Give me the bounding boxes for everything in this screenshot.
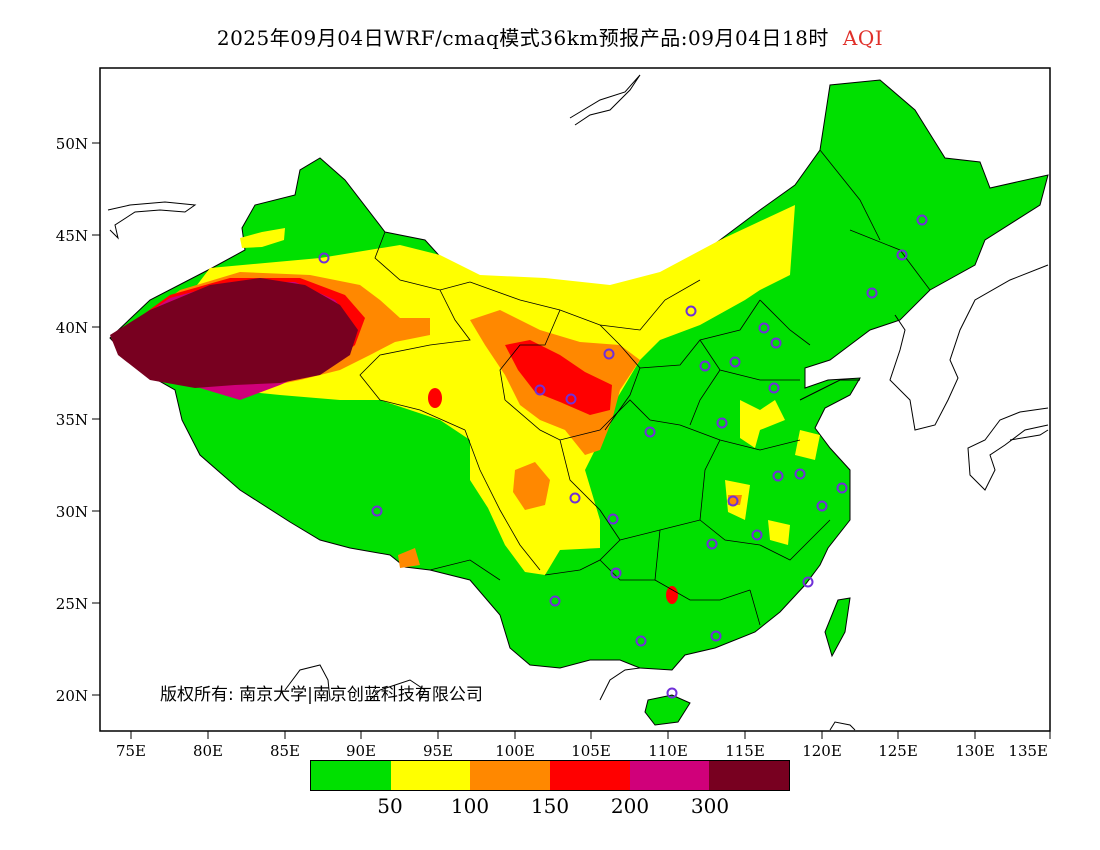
legend-swatch	[550, 761, 630, 790]
lat-axis	[92, 142, 100, 696]
coastlines	[107, 74, 1049, 731]
lat-label: 45N	[56, 227, 88, 245]
lon-axis	[130, 731, 1051, 739]
lon-label: 115E	[725, 742, 765, 760]
yellow-patch-northwest	[240, 228, 285, 248]
lon-label: 75E	[116, 742, 146, 760]
map-title: 2025年09月04日WRF/cmaq模式36km预报产品:09月04日18时 A…	[0, 22, 1100, 51]
yellow-patch-east2	[795, 430, 820, 460]
province-borders	[359, 149, 931, 626]
lon-label: 80E	[193, 742, 223, 760]
orange-patch-tibet	[398, 548, 420, 568]
lon-label: 90E	[346, 742, 376, 760]
legend-swatch	[709, 761, 790, 790]
copyright-text: 版权所有: 南京大学|南京创蓝科技有限公司	[160, 685, 483, 705]
lat-label: 30N	[56, 503, 88, 521]
taiwan-island	[824, 597, 851, 658]
map-frame	[99, 67, 1051, 732]
lon-label: 100E	[495, 742, 535, 760]
hainan-island	[644, 694, 691, 726]
lon-label: 120E	[802, 742, 842, 760]
lat-label: 20N	[56, 687, 88, 705]
legend-label: 100	[450, 794, 490, 818]
legend-swatch	[629, 761, 710, 790]
title-variable: AQI	[842, 26, 884, 50]
red-band-loess	[505, 340, 612, 415]
lon-label: 105E	[571, 742, 611, 760]
lon-label: 135E	[1008, 742, 1048, 760]
lon-label: 95E	[423, 742, 453, 760]
red-patch-qinghai	[428, 388, 442, 408]
red-patch-guangxi	[666, 586, 678, 604]
legend-label: 300	[690, 794, 730, 818]
lat-label: 40N	[56, 319, 88, 337]
lat-label: 35N	[56, 411, 88, 429]
lat-labels: 50N 45N 40N 35N 30N 25N 20N	[56, 135, 88, 705]
lon-label: 125E	[878, 742, 918, 760]
lon-labels: 75E 80E 85E 90E 95E 100E 105E 110E 115E …	[116, 742, 1048, 760]
lat-label: 50N	[56, 135, 88, 153]
color-legend	[310, 760, 790, 791]
title-main: 2025年09月04日WRF/cmaq模式36km预报产品:09月04日18时	[216, 26, 829, 50]
lon-label: 110E	[648, 742, 688, 760]
lon-label: 85E	[270, 742, 300, 760]
legend-swatch	[470, 761, 551, 790]
lat-label: 25N	[56, 595, 88, 613]
lon-label: 130E	[955, 742, 995, 760]
yellow-patch-east	[740, 400, 785, 448]
legend-label: 50	[377, 794, 403, 818]
legend-label: 150	[530, 794, 570, 818]
maroon-core-taklamakan	[110, 278, 358, 388]
orange-patch-sichuan	[513, 462, 550, 510]
map-content	[107, 74, 1049, 731]
yellow-patch-southeast	[768, 520, 790, 545]
legend-label: 200	[610, 794, 650, 818]
city-markers	[318, 214, 928, 699]
legend-swatch	[311, 761, 391, 790]
legend-swatch	[390, 761, 471, 790]
